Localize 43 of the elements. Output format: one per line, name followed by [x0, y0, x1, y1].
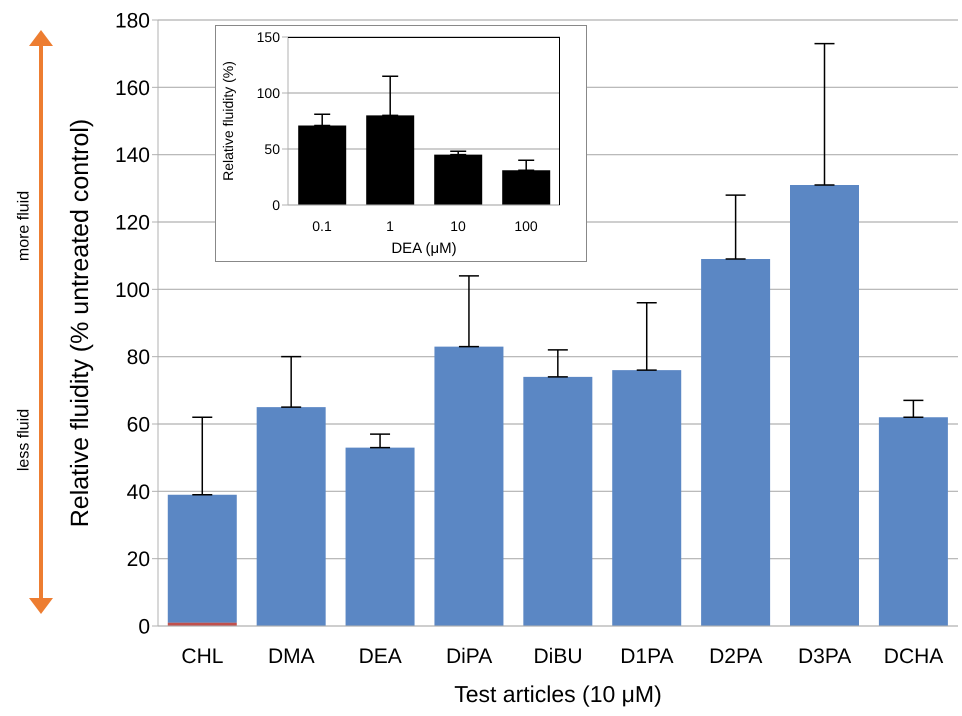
y-axis-title: Relative fluidity (% untreated control) — [66, 118, 94, 528]
bar — [346, 448, 415, 626]
x-tick-label: DMA — [268, 644, 315, 668]
x-tick-label: 100 — [514, 218, 538, 234]
x-axis-title: Test articles (10 μM) — [454, 681, 662, 707]
y-tick-label: 0 — [272, 196, 280, 213]
bar — [878, 417, 948, 626]
x-tick-label: DiPA — [446, 644, 492, 668]
y-tick-label: 0 — [138, 615, 150, 638]
y-tick-label: 40 — [126, 480, 150, 504]
y-tick-label: 20 — [126, 548, 150, 572]
x-tick-label: 10 — [450, 218, 466, 234]
x-tick-label: 0.1 — [312, 218, 332, 234]
text: more fluid — [16, 190, 32, 262]
x-tick-label: DCHA — [884, 644, 944, 668]
y-tick-label: 140 — [114, 144, 150, 168]
x-axis-title: DEA (μM) — [391, 240, 457, 257]
x-tick-label: D1PA — [620, 644, 674, 668]
bar — [256, 407, 326, 626]
y-tick-label: 100 — [256, 84, 280, 101]
x-tick-label: D2PA — [709, 644, 762, 668]
text: less fluid — [16, 408, 32, 472]
y-axis-title: Relative fluidity (%) — [220, 61, 236, 181]
y-tick-label: 80 — [126, 346, 150, 370]
x-tick-label: DiBU — [533, 644, 583, 668]
y-tick-label: 120 — [114, 211, 150, 234]
bar — [168, 494, 237, 623]
bar — [612, 370, 682, 626]
y-tick-label: 160 — [114, 76, 150, 100]
bar — [701, 259, 770, 626]
bar — [434, 346, 504, 626]
y-tick-label: 180 — [114, 9, 150, 32]
x-tick-label: DEA — [358, 644, 402, 668]
bar — [434, 154, 482, 205]
bar — [790, 184, 859, 626]
y-tick-label: 50 — [264, 140, 280, 157]
x-tick-label: D3PA — [798, 644, 852, 668]
y-tick-label: 150 — [256, 28, 280, 45]
y-tick-label: 60 — [126, 413, 150, 436]
x-tick-label: CHL — [181, 644, 224, 668]
bar — [523, 376, 592, 626]
y-tick-label: 100 — [114, 278, 150, 302]
x-tick-label: 1 — [386, 218, 394, 234]
